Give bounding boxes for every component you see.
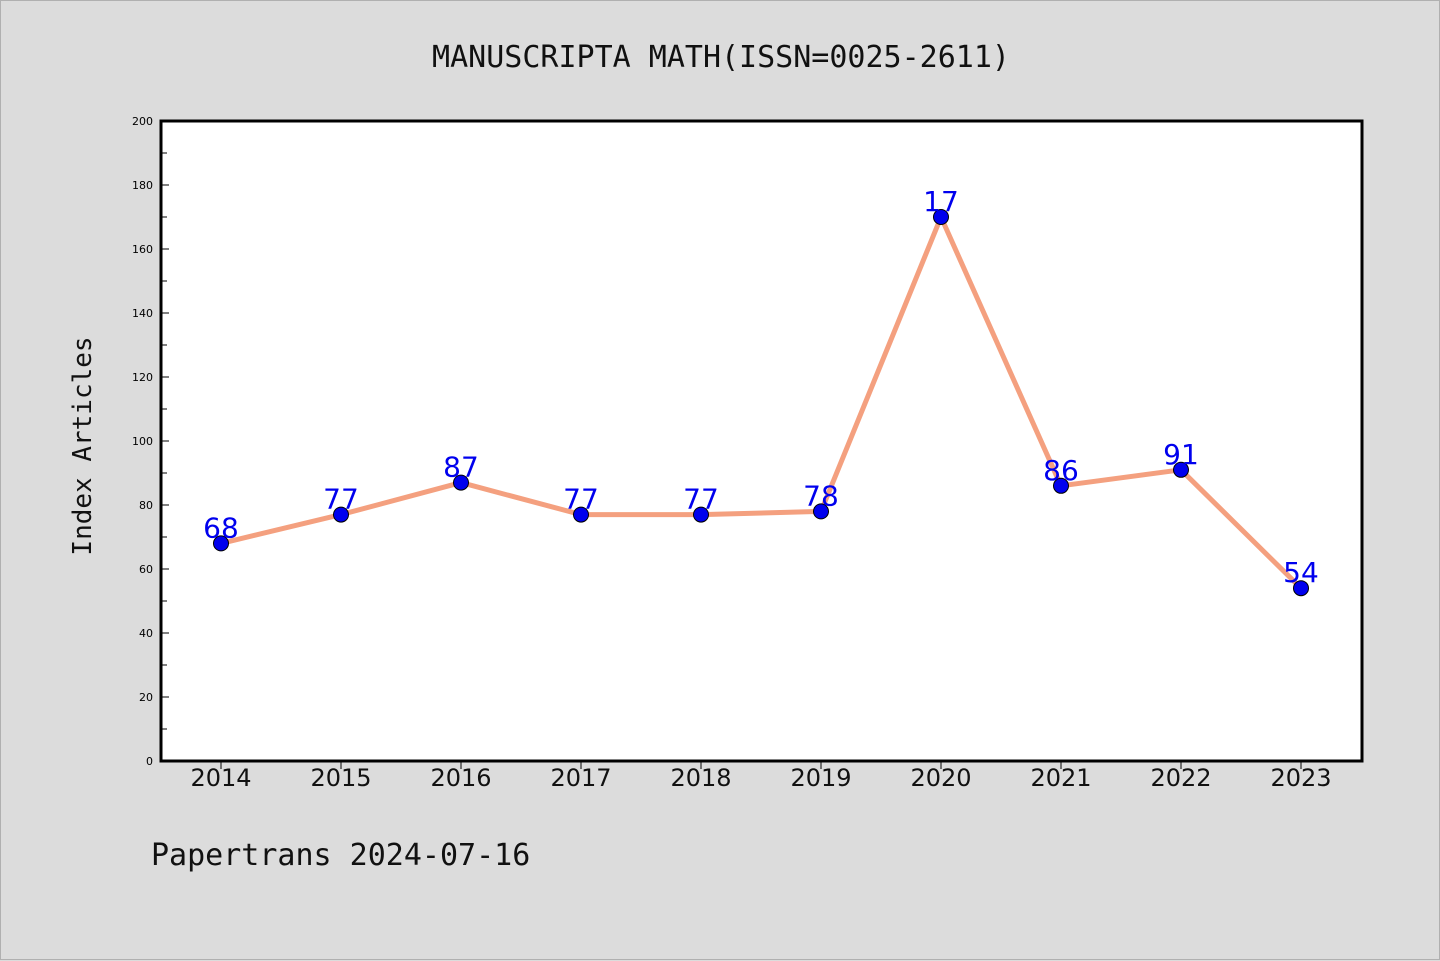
y-tick-label: 60	[139, 563, 153, 576]
y-tick-label: 200	[132, 115, 153, 128]
series-line-group: 68 77 87 77 77 78 17 86 91 54	[203, 185, 1319, 597]
data-point	[933, 209, 949, 225]
x-axis: 2014 2015 2016 2017 2018 2019 2020 2021 2022 2023	[190, 761, 1332, 792]
x-tick-label: 2017	[550, 764, 611, 792]
data-label: 54	[1283, 556, 1319, 589]
y-tick-label: 120	[132, 371, 153, 384]
data-point	[693, 506, 709, 523]
data-label: 77	[563, 483, 599, 516]
series-line	[218, 214, 1304, 591]
x-tick-label: 2020	[910, 764, 971, 792]
data-point	[1293, 580, 1309, 597]
x-tick-label: 2019	[790, 764, 851, 792]
data-label: 86	[1043, 454, 1079, 487]
data-label: 78	[803, 479, 839, 512]
chart-title: MANUSCRIPTA MATH(ISSN=0025-2611)	[432, 40, 1010, 75]
data-label: 17	[923, 185, 959, 218]
footer-date-stamp: Papertrans 2024-07-16	[151, 838, 530, 873]
data-point	[213, 535, 229, 552]
data-label: 91	[1163, 438, 1199, 471]
y-tick-label: 80	[139, 499, 153, 512]
data-point	[573, 506, 589, 523]
data-point	[813, 503, 829, 520]
data-point	[1053, 477, 1069, 494]
x-tick-label: 2021	[1030, 764, 1091, 792]
data-point	[453, 474, 469, 491]
y-tick-label: 100	[132, 435, 153, 448]
y-tick-label: 0	[146, 755, 153, 768]
x-tick-label: 2023	[1270, 764, 1331, 792]
data-label: 77	[323, 483, 359, 516]
x-tick-label: 2014	[190, 764, 251, 792]
y-axis: 0 20 40 60 80 100 120 140 160 180 200	[132, 115, 169, 768]
y-tick-label: 160	[132, 243, 153, 256]
x-tick-label: 2015	[310, 764, 371, 792]
y-tick-label: 40	[139, 627, 153, 640]
data-label: 87	[443, 451, 479, 484]
x-tick-label: 2016	[430, 764, 491, 792]
data-label: 77	[683, 483, 719, 516]
data-point	[1173, 461, 1189, 478]
y-tick-label: 20	[139, 691, 153, 704]
y-axis-label: Index Articles	[68, 336, 98, 555]
data-label: 68	[203, 511, 239, 544]
plot-area	[159, 119, 1364, 763]
y-tick-label: 140	[132, 307, 153, 320]
y-tick-label: 180	[132, 179, 153, 192]
x-tick-label: 2018	[670, 764, 731, 792]
data-point	[333, 506, 349, 523]
x-tick-label: 2022	[1150, 764, 1211, 792]
